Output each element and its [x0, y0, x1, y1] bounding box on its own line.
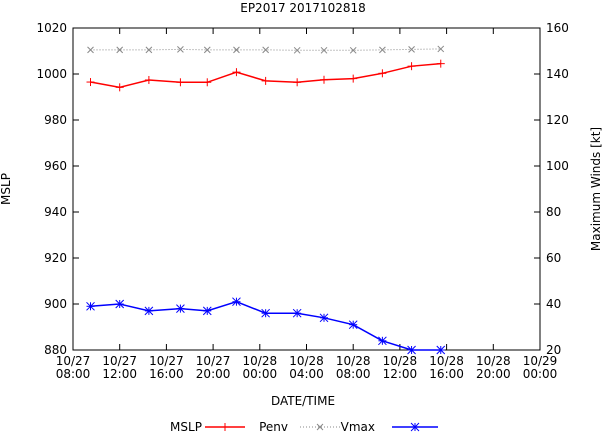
series-0-point: [320, 75, 329, 84]
x-axis-label: DATE/TIME: [271, 394, 335, 408]
y-tick-label: 940: [44, 205, 67, 219]
plot-frame: [72, 27, 541, 351]
series-2-point: [293, 46, 301, 54]
series-1-point: [378, 336, 387, 346]
series-0-point: [407, 62, 416, 71]
x-tick-label-time: 08:00: [56, 367, 91, 381]
series-2-point: [262, 46, 269, 54]
y2-axis: 20 40 60 80 100 120 140 160: [534, 21, 569, 357]
legend-label: Vmax: [341, 420, 375, 432]
legend: MSLP Penv Vmax: [170, 420, 438, 432]
series-0-point: [232, 68, 241, 77]
x-tick-label-date: 10/27: [149, 354, 184, 368]
x-axis: 10/2708:0010/2712:0010/2716:0010/2720:00…: [56, 28, 558, 381]
y-tick-label: 1020: [36, 21, 67, 35]
series-1-point: [115, 299, 125, 309]
series-1-point: [232, 297, 241, 307]
x-tick-label-time: 20:00: [196, 367, 231, 381]
y2-tick-label: 80: [546, 205, 561, 219]
y2-tick-label: 120: [546, 113, 569, 127]
legend-marker: [410, 422, 420, 432]
series-1-point: [436, 345, 446, 355]
y2-tick-label: 40: [546, 297, 561, 311]
series-0-point: [349, 74, 358, 83]
series-0-point: [378, 69, 387, 78]
x-tick-label-date: 10/28: [383, 354, 418, 368]
series-0-point: [115, 83, 124, 92]
x-tick-label-date: 10/28: [289, 354, 324, 368]
y2-tick-label: 160: [546, 21, 569, 35]
y-axis-label: MSLP: [0, 173, 13, 205]
y-tick-label: 960: [44, 159, 67, 173]
chart-title: EP2017 2017102818: [240, 1, 366, 15]
y2-axis-label: Maximum Winds [kt]: [589, 127, 603, 251]
series-2-point: [116, 46, 124, 54]
series-1-point: [261, 308, 270, 318]
series-2-point: [87, 46, 94, 54]
x-tick-label-date: 10/28: [336, 354, 371, 368]
series-2-point: [177, 46, 184, 53]
legend-marker: [221, 423, 229, 431]
series-1-point: [176, 304, 185, 313]
y2-tick-label: 20: [546, 343, 561, 357]
series-0-point: [86, 78, 95, 87]
y2-tick-label: 140: [546, 67, 569, 81]
x-tick-label-date: 10/27: [196, 354, 231, 368]
series-1-point: [202, 306, 212, 316]
series-1-point: [144, 306, 154, 316]
series-0-point: [176, 78, 185, 87]
x-tick-label-date: 10/27: [102, 354, 137, 368]
x-tick-label-date: 10/27: [56, 354, 91, 368]
x-tick-label-time: 04:00: [289, 367, 324, 381]
series-0-point: [261, 76, 270, 85]
series-0-point: [144, 75, 153, 84]
y-tick-label: 920: [44, 251, 67, 265]
y-tick-label: 1000: [36, 67, 67, 81]
x-tick-label-date: 10/29: [523, 354, 558, 368]
legend-marker: [316, 423, 324, 431]
x-tick-label-time: 20:00: [476, 367, 511, 381]
series-2-point: [145, 46, 153, 54]
y-tick-label: 980: [44, 113, 67, 127]
series-1-point: [319, 313, 329, 323]
x-tick-label-time: 08:00: [336, 367, 371, 381]
y-axis: 880 900 920 940 960 980 1000 1020: [36, 21, 79, 357]
series-2-point: [437, 45, 445, 53]
legend-title: MSLP: [170, 420, 202, 432]
series-1-point: [86, 301, 95, 311]
x-tick-label-time: 12:00: [102, 367, 137, 381]
legend-label: Penv: [259, 420, 288, 432]
x-tick-label-time: 12:00: [383, 367, 418, 381]
series-2-point: [320, 46, 328, 54]
y2-tick-label: 100: [546, 159, 569, 173]
series-1-point: [348, 320, 358, 330]
x-tick-label-time: 00:00: [243, 367, 278, 381]
series-2-point: [408, 46, 415, 53]
x-tick-label-date: 10/28: [243, 354, 278, 368]
series-1-point: [292, 308, 302, 318]
series-2-point: [233, 46, 240, 54]
series-2-point: [203, 46, 211, 54]
y-tick-label: 900: [44, 297, 67, 311]
series-0-point: [203, 78, 212, 87]
x-tick-label-time: 16:00: [149, 367, 184, 381]
y2-tick-label: 60: [546, 251, 561, 265]
series-0-point: [436, 59, 445, 68]
x-tick-label-time: 00:00: [523, 367, 558, 381]
series-layer: [86, 45, 446, 355]
x-tick-label-date: 10/28: [429, 354, 464, 368]
series-0-point: [293, 78, 302, 87]
y-tick-label: 880: [44, 343, 67, 357]
series-2-point: [349, 46, 357, 54]
x-tick-label-date: 10/28: [476, 354, 511, 368]
series-2-point: [379, 46, 386, 54]
series-line-1: [90, 300, 441, 351]
series-1-point: [407, 345, 416, 355]
x-tick-label-time: 16:00: [429, 367, 464, 381]
